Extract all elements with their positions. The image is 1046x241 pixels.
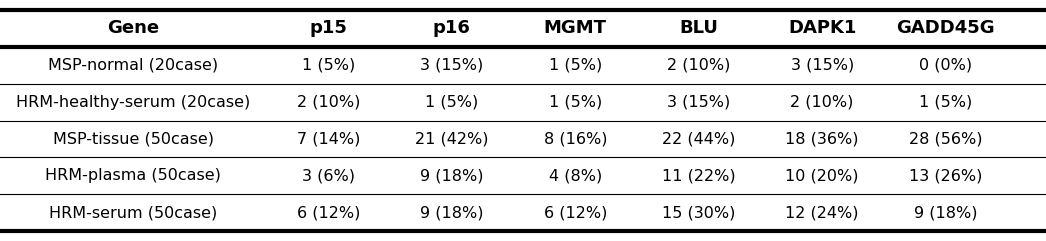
Text: MGMT: MGMT xyxy=(544,19,607,37)
Text: 6 (12%): 6 (12%) xyxy=(544,205,607,220)
Text: 11 (22%): 11 (22%) xyxy=(662,168,735,183)
Text: 4 (8%): 4 (8%) xyxy=(549,168,601,183)
Text: 1 (5%): 1 (5%) xyxy=(426,94,478,109)
Text: 18 (36%): 18 (36%) xyxy=(786,132,859,147)
Text: 9 (18%): 9 (18%) xyxy=(420,205,483,220)
Text: 15 (30%): 15 (30%) xyxy=(662,205,735,220)
Text: HRM-plasma (50case): HRM-plasma (50case) xyxy=(45,168,222,183)
Text: 9 (18%): 9 (18%) xyxy=(914,205,977,220)
Text: 22 (44%): 22 (44%) xyxy=(662,132,735,147)
Text: 6 (12%): 6 (12%) xyxy=(297,205,360,220)
Text: 0 (0%): 0 (0%) xyxy=(919,58,972,73)
Text: p16: p16 xyxy=(433,19,471,37)
Text: 2 (10%): 2 (10%) xyxy=(791,94,854,109)
Text: HRM-serum (50case): HRM-serum (50case) xyxy=(49,205,218,220)
Text: 3 (6%): 3 (6%) xyxy=(302,168,355,183)
Text: 3 (15%): 3 (15%) xyxy=(667,94,730,109)
Text: 10 (20%): 10 (20%) xyxy=(786,168,859,183)
Text: 13 (26%): 13 (26%) xyxy=(909,168,982,183)
Text: 3 (15%): 3 (15%) xyxy=(791,58,854,73)
Text: 1 (5%): 1 (5%) xyxy=(549,94,601,109)
Text: MSP-normal (20case): MSP-normal (20case) xyxy=(48,58,219,73)
Text: p15: p15 xyxy=(310,19,347,37)
Text: 1 (5%): 1 (5%) xyxy=(302,58,355,73)
Text: GADD45G: GADD45G xyxy=(896,19,995,37)
Text: BLU: BLU xyxy=(679,19,719,37)
Text: 2 (10%): 2 (10%) xyxy=(667,58,730,73)
Text: HRM-healthy-serum (20case): HRM-healthy-serum (20case) xyxy=(17,94,250,109)
Text: 12 (24%): 12 (24%) xyxy=(786,205,859,220)
Text: 7 (14%): 7 (14%) xyxy=(297,132,360,147)
Text: Gene: Gene xyxy=(108,19,159,37)
Text: 9 (18%): 9 (18%) xyxy=(420,168,483,183)
Text: 28 (56%): 28 (56%) xyxy=(909,132,982,147)
Text: DAPK1: DAPK1 xyxy=(788,19,857,37)
Text: 21 (42%): 21 (42%) xyxy=(415,132,488,147)
Text: 1 (5%): 1 (5%) xyxy=(919,94,972,109)
Text: 8 (16%): 8 (16%) xyxy=(544,132,607,147)
Text: 2 (10%): 2 (10%) xyxy=(297,94,360,109)
Text: 1 (5%): 1 (5%) xyxy=(549,58,601,73)
Text: 3 (15%): 3 (15%) xyxy=(420,58,483,73)
Text: MSP-tissue (50case): MSP-tissue (50case) xyxy=(53,132,213,147)
